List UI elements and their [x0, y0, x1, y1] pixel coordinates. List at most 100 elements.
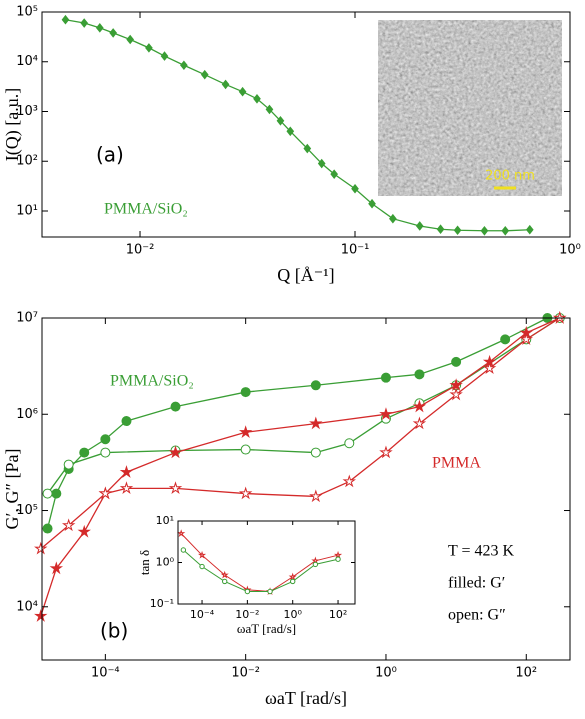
- data-point: [335, 556, 341, 562]
- sample-label: PMMA/SiO₂: [104, 201, 188, 218]
- x-axis-label: Q [Å⁻¹]: [277, 265, 334, 285]
- data-point: [330, 169, 339, 179]
- y-axis-label: tan δ: [137, 550, 152, 575]
- data-point: [415, 221, 424, 231]
- x-tick-label: 10⁰: [283, 608, 302, 621]
- data-point: [449, 387, 463, 401]
- panel-label: (a): [96, 143, 124, 167]
- plot-frame: [41, 317, 571, 661]
- data-point: [34, 541, 48, 555]
- plot-area: [61, 14, 534, 236]
- y-tick-label: 10¹: [156, 514, 174, 527]
- y-tick-label: 10⁶: [16, 407, 38, 422]
- data-point: [351, 183, 359, 194]
- data-point: [238, 425, 253, 438]
- x-tick-label: 10⁻²: [126, 243, 155, 258]
- annotation: T = 423 K: [448, 543, 515, 560]
- x-tick-label: 10⁻⁴: [190, 608, 215, 621]
- panel-label: (b): [100, 619, 128, 643]
- data-point: [453, 225, 462, 236]
- y-tick-label: 10⁻¹: [150, 597, 174, 610]
- x-tick-label: 10²: [515, 666, 537, 681]
- data-point: [414, 369, 425, 380]
- y-tick-label: 10⁴: [16, 54, 38, 69]
- plot-frame: [41, 11, 571, 238]
- sample-label: PMMA: [432, 455, 481, 472]
- data-point: [126, 34, 135, 45]
- data-point: [61, 518, 76, 532]
- data-point: [389, 213, 397, 224]
- data-point: [333, 550, 343, 559]
- data-point: [309, 416, 323, 430]
- x-tick-label: 10⁻²: [231, 666, 260, 681]
- data-point: [79, 447, 90, 458]
- data-point: [553, 310, 567, 324]
- data-point: [100, 447, 111, 458]
- data-point: [220, 570, 229, 579]
- data-point: [240, 387, 251, 398]
- data-point: [98, 486, 113, 500]
- series-line: [40, 317, 561, 550]
- data-point: [77, 524, 91, 538]
- data-point: [221, 79, 230, 90]
- series-line: [40, 317, 561, 617]
- data-point: [482, 361, 497, 375]
- y-tick-label: 10⁰: [156, 556, 175, 569]
- y-tick-label: 10⁵: [16, 503, 38, 518]
- x-axis-label: ωaT [rad/s]: [265, 688, 347, 708]
- scale-label: 200 nm: [485, 169, 535, 184]
- data-point: [168, 445, 183, 459]
- data-point: [121, 416, 132, 427]
- plot-area: [34, 310, 567, 622]
- data-point: [240, 444, 251, 455]
- data-point: [310, 447, 321, 458]
- data-point: [368, 198, 376, 209]
- data-point: [290, 578, 296, 585]
- series-line: [47, 317, 561, 494]
- data-point: [344, 438, 355, 449]
- data-point: [312, 561, 319, 568]
- data-point: [63, 459, 74, 470]
- data-point: [197, 550, 207, 559]
- series-line: [183, 549, 339, 593]
- data-point: [317, 158, 326, 169]
- data-point: [501, 225, 510, 236]
- data-point: [519, 332, 533, 346]
- data-point: [310, 380, 321, 391]
- data-point: [449, 378, 463, 391]
- data-point: [145, 43, 153, 53]
- data-point: [379, 407, 393, 420]
- y-axis-label: I(Q) [a.u.]: [2, 88, 23, 161]
- x-tick-label: 10⁻²: [235, 608, 259, 621]
- data-point: [379, 445, 393, 459]
- data-point: [309, 489, 323, 503]
- data-point: [412, 399, 427, 413]
- x-axis-label: ωaT [rad/s]: [237, 621, 296, 636]
- data-point: [238, 86, 247, 97]
- data-point: [380, 372, 391, 383]
- data-point: [49, 561, 64, 575]
- data-point: [119, 481, 134, 495]
- data-point: [51, 488, 62, 499]
- x-tick-label: 10⁻¹: [341, 243, 370, 258]
- data-point: [177, 529, 186, 537]
- data-point: [168, 481, 183, 495]
- y-tick-label: 10⁵: [16, 5, 38, 20]
- data-point: [276, 116, 285, 126]
- x-tick-label: 10⁻⁴: [91, 666, 120, 681]
- sample-label: PMMA/SiO₂: [110, 373, 194, 390]
- annotation: filled: G′: [448, 575, 505, 592]
- y-tick-label: 10¹: [16, 203, 38, 218]
- data-point: [42, 488, 53, 499]
- data-point: [238, 486, 253, 500]
- data-point: [170, 401, 181, 412]
- data-point: [253, 93, 261, 104]
- data-point: [100, 434, 111, 445]
- x-tick-label: 10⁰: [375, 666, 397, 681]
- data-point: [244, 588, 251, 595]
- data-point: [286, 126, 295, 137]
- data-point: [61, 14, 70, 25]
- data-point: [436, 224, 445, 235]
- data-point: [265, 104, 274, 115]
